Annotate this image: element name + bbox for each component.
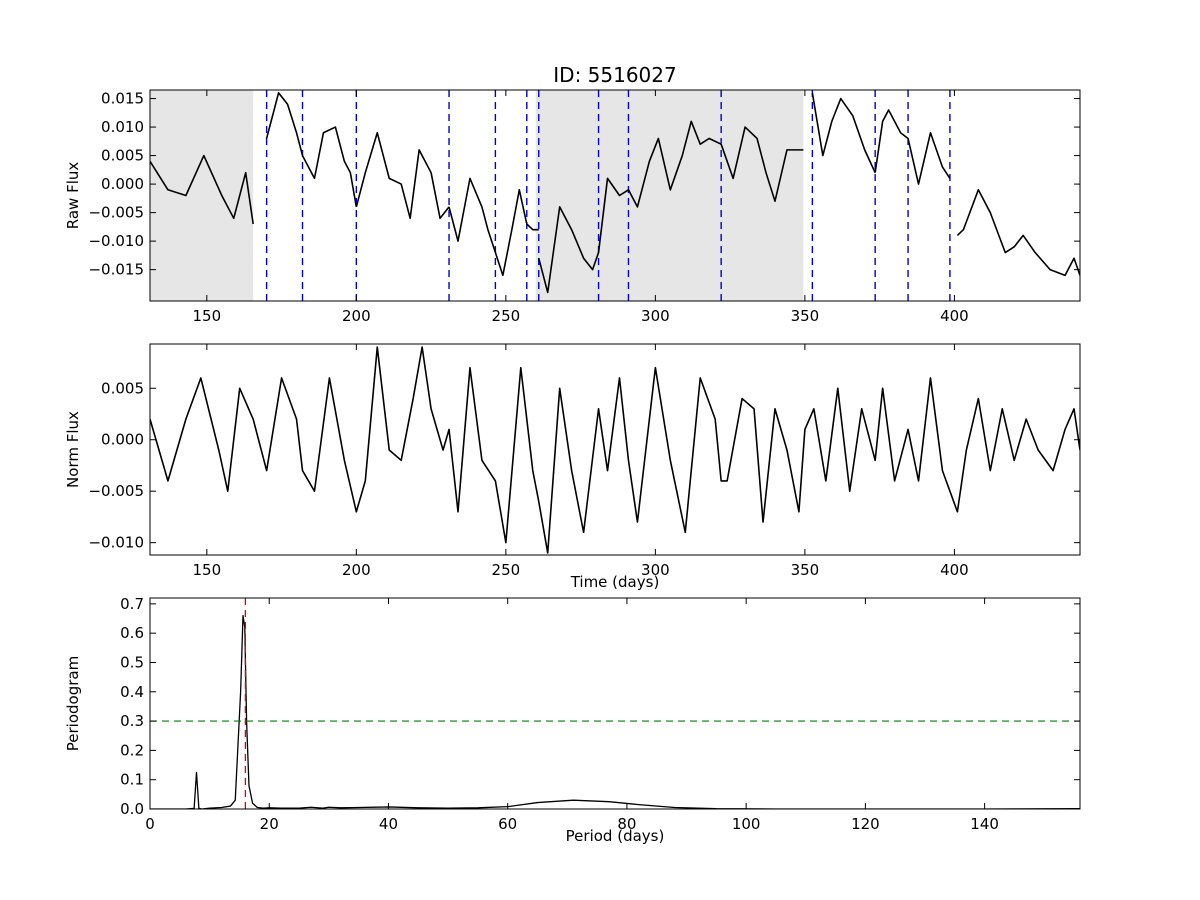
raw-ytick-label: 0.010 (101, 118, 144, 136)
norm-ytick-label: −0.010 (88, 534, 144, 552)
raw-ylabel: Raw Flux (64, 162, 82, 230)
periodogram-ytick-label: 0.3 (120, 712, 144, 730)
periodogram-xtick-label: 80 (617, 815, 636, 833)
raw-ytick-label: −0.015 (88, 261, 144, 279)
raw-flux-segment (537, 206, 600, 294)
periodogram-plot-area (150, 598, 1080, 809)
raw-flux-segment (627, 120, 722, 208)
periodogram-ytick-label: 0.1 (120, 771, 144, 789)
periodogram-xtick-label: 140 (970, 815, 999, 833)
raw-xtick-label: 400 (940, 307, 969, 325)
periodogram-xlabel: Period (days) (566, 827, 665, 845)
raw-flux-segment (494, 189, 528, 277)
periodogram-ytick-label: 0.4 (120, 683, 144, 701)
periodogram-xtick-label: 100 (732, 815, 761, 833)
raw-flux-panel: 150 200 250 300 350 400 0.015 0.010 0.005 0.000 −0… (64, 89, 1081, 325)
norm-xtick-label: 200 (342, 561, 371, 579)
norm-xtick-label: 400 (940, 561, 969, 579)
norm-xtick-label: 250 (492, 561, 521, 579)
raw-xtick-label: 350 (791, 307, 820, 325)
raw-xtick-label: 250 (492, 307, 521, 325)
norm-xtick-label: 300 (641, 561, 670, 579)
norm-frame (149, 343, 1081, 556)
norm-flux-line (150, 346, 1080, 554)
periodogram-panel: 0 20 40 60 80 100 120 140 0.0 0.1 0.2 0.3 0.4 0.5 0.6 0… (64, 595, 1081, 845)
periodogram-ytick-label: 0.7 (120, 595, 144, 613)
norm-ylabel: Norm Flux (64, 411, 82, 488)
raw-flux-segment (720, 126, 804, 202)
chart-title: ID: 5516027 (553, 63, 676, 87)
norm-plot-area (150, 346, 1080, 554)
norm-flux-panel: 150 200 250 300 350 400 0.005 0.000 −0.005 −0.010… (64, 343, 1081, 591)
norm-xlabel: Time (days) (570, 573, 660, 591)
raw-xtick-label: 200 (342, 307, 371, 325)
raw-flux-segment (355, 131, 450, 220)
periodogram-xtick-label: 120 (851, 815, 880, 833)
raw-frame (149, 89, 1081, 302)
periodogram-xtick-label: 20 (260, 815, 279, 833)
periodogram-xtick-label: 60 (498, 815, 517, 833)
periodogram-ytick-label: 0.6 (120, 624, 144, 642)
raw-xtick-label: 300 (641, 307, 670, 325)
raw-flux-segment (811, 92, 876, 174)
raw-ytick-label: 0.000 (101, 175, 144, 193)
periodogram-frame (149, 597, 1081, 810)
raw-flux-segment (597, 177, 629, 253)
norm-xtick-label: 150 (192, 561, 221, 579)
raw-ytick-label: 0.015 (101, 90, 144, 108)
norm-ytick-label: 0.005 (101, 379, 144, 397)
norm-xtick-label: 350 (791, 561, 820, 579)
norm-ytick-label: 0.000 (101, 431, 144, 449)
raw-flux-segment (150, 154, 254, 225)
raw-ytick-label: −0.005 (88, 204, 144, 222)
raw-flux-segment (448, 177, 497, 253)
raw-flux-segment (301, 126, 358, 208)
periodogram-xtick-label: 0 (145, 815, 155, 833)
raw-flux-segment (526, 223, 539, 231)
periodogram-ytick-label: 0.2 (120, 741, 144, 759)
periodogram-ylabel: Periodogram (64, 656, 82, 751)
raw-ytick-label: 0.005 (101, 147, 144, 165)
raw-xtick-label: 150 (192, 307, 221, 325)
periodogram-ytick-label: 0.0 (120, 800, 144, 818)
shaded-region (535, 90, 804, 301)
periodogram-line (150, 614, 1080, 809)
periodogram-ytick-label: 0.5 (120, 653, 144, 671)
raw-plot-area (150, 90, 1080, 301)
norm-ytick-label: −0.005 (88, 482, 144, 500)
raw-flux-segment (907, 131, 951, 185)
shaded-region (150, 90, 254, 301)
raw-ytick-label: −0.010 (88, 232, 144, 250)
periodogram-xtick-label: 40 (379, 815, 398, 833)
raw-flux-segment (956, 189, 1080, 277)
raw-flux-segment (265, 92, 304, 156)
raw-flux-segment (874, 109, 909, 173)
